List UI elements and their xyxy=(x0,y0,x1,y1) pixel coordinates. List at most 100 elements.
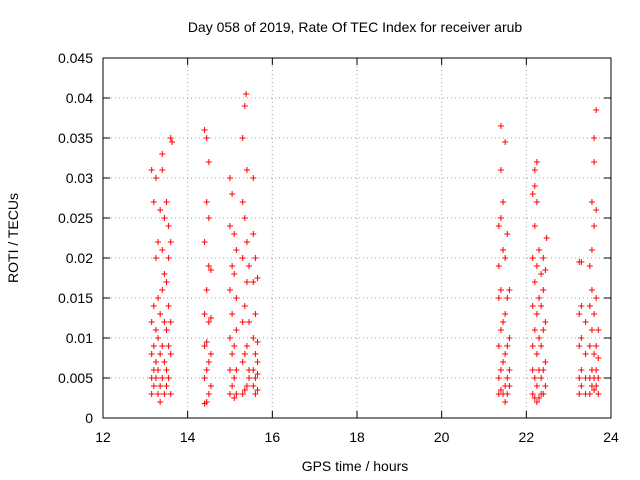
data-point xyxy=(148,167,155,173)
y-tick-label: 0.005 xyxy=(58,370,93,386)
data-point xyxy=(538,271,545,277)
data-point xyxy=(497,387,504,393)
y-tick-label: 0.03 xyxy=(66,170,93,186)
data-point xyxy=(588,247,595,253)
data-point xyxy=(586,303,593,309)
data-point xyxy=(233,367,240,373)
data-point xyxy=(243,167,250,173)
data-point xyxy=(531,279,538,285)
data-point xyxy=(203,199,210,205)
data-point xyxy=(229,383,236,389)
data-point xyxy=(203,135,210,141)
data-point xyxy=(540,287,547,293)
data-point xyxy=(250,231,257,237)
data-point xyxy=(241,103,248,109)
data-point xyxy=(157,383,164,389)
data-point xyxy=(243,91,250,97)
data-point xyxy=(495,223,502,229)
data-point xyxy=(205,319,212,325)
data-point xyxy=(229,311,236,317)
data-point xyxy=(201,343,208,349)
data-point xyxy=(231,375,238,381)
data-point xyxy=(243,279,250,285)
data-point xyxy=(159,247,166,253)
data-point xyxy=(227,287,233,293)
data-point xyxy=(497,215,504,221)
data-point xyxy=(201,375,208,381)
data-point xyxy=(155,391,162,397)
data-point xyxy=(227,223,233,229)
data-point xyxy=(533,399,540,405)
data-point xyxy=(233,327,240,333)
data-point xyxy=(152,327,159,333)
data-point xyxy=(531,223,538,229)
y-tick-label: 0.025 xyxy=(58,210,93,226)
x-tick-label: 24 xyxy=(603,429,619,445)
data-point xyxy=(595,327,602,333)
data-point xyxy=(243,383,250,389)
data-point xyxy=(254,275,261,281)
data-point xyxy=(543,235,550,241)
data-point xyxy=(203,287,210,293)
data-point xyxy=(243,343,250,349)
data-point xyxy=(540,255,547,261)
data-point xyxy=(582,319,589,325)
data-point xyxy=(239,135,246,141)
data-point xyxy=(595,355,602,361)
data-point xyxy=(254,371,261,377)
x-axis-tick-labels: 12 14 16 18 20 22 24 xyxy=(95,429,619,445)
data-point xyxy=(159,375,166,381)
data-point xyxy=(150,383,157,389)
data-point xyxy=(252,375,259,381)
data-point xyxy=(152,255,159,261)
data-point xyxy=(150,303,157,309)
y-axis-label: ROTI / TECUs xyxy=(5,193,21,283)
x-tick-label: 20 xyxy=(434,429,450,445)
data-point xyxy=(233,247,240,253)
data-point xyxy=(233,295,240,301)
data-point xyxy=(536,295,543,301)
data-point xyxy=(207,383,214,389)
data-point xyxy=(231,395,238,401)
data-point xyxy=(497,367,504,373)
data-point xyxy=(148,391,155,397)
data-point xyxy=(542,359,549,365)
data-point xyxy=(205,215,212,221)
data-point xyxy=(502,351,509,357)
data-point xyxy=(591,159,598,165)
data-point xyxy=(586,391,593,397)
data-point xyxy=(159,287,166,293)
data-points xyxy=(148,91,602,407)
data-point xyxy=(497,167,504,173)
data-point xyxy=(250,175,257,181)
data-point xyxy=(231,231,238,237)
data-point xyxy=(165,375,172,381)
data-point xyxy=(205,359,212,365)
data-point xyxy=(201,311,208,317)
data-point xyxy=(159,167,166,173)
data-point xyxy=(533,311,540,317)
data-point xyxy=(148,319,155,325)
data-point xyxy=(542,319,549,325)
data-point xyxy=(239,255,246,261)
data-point xyxy=(161,391,168,397)
data-point xyxy=(536,247,543,253)
axis-ticks xyxy=(102,57,612,419)
data-point xyxy=(540,327,547,333)
data-point xyxy=(150,199,157,205)
data-point xyxy=(201,127,208,133)
data-point xyxy=(250,279,257,285)
data-point xyxy=(239,391,246,397)
data-point xyxy=(241,215,248,221)
data-point xyxy=(506,287,513,293)
data-point xyxy=(506,367,513,373)
data-point xyxy=(161,359,168,365)
data-point xyxy=(536,395,543,401)
data-point xyxy=(229,263,236,269)
y-tick-label: 0.045 xyxy=(58,50,93,66)
data-point xyxy=(161,271,168,277)
data-point xyxy=(254,359,261,365)
data-point xyxy=(591,311,598,317)
data-point xyxy=(165,343,172,349)
data-point xyxy=(254,387,261,393)
